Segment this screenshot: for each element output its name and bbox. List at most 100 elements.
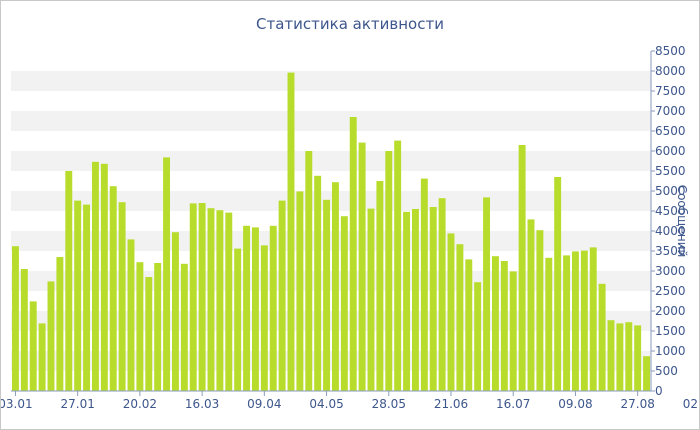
bar[interactable] [278, 200, 286, 391]
bar[interactable] [411, 209, 419, 391]
bar[interactable] [47, 281, 55, 391]
bar[interactable] [518, 145, 526, 391]
y-tick-label: 7000 [655, 104, 686, 118]
bar[interactable] [189, 203, 197, 391]
bar[interactable] [447, 233, 455, 391]
bar[interactable] [109, 186, 117, 391]
bar[interactable] [634, 325, 642, 391]
bar[interactable] [20, 269, 28, 391]
bar[interactable] [145, 277, 153, 391]
bar[interactable] [474, 282, 482, 391]
bar[interactable] [616, 323, 624, 391]
y-tick-label: 8500 [655, 44, 686, 58]
bar[interactable] [465, 259, 473, 391]
bar[interactable] [607, 320, 615, 391]
bar[interactable] [527, 219, 535, 391]
bar[interactable] [118, 202, 126, 391]
bar[interactable] [225, 212, 233, 391]
bar[interactable] [29, 301, 37, 391]
grid-band [11, 351, 651, 371]
bar[interactable] [376, 181, 384, 391]
bar[interactable] [287, 72, 295, 391]
y-tick-label: 6000 [655, 144, 686, 158]
bar[interactable] [136, 262, 144, 391]
bar[interactable] [207, 208, 215, 391]
y-tick-label: 500 [655, 364, 678, 378]
bar[interactable] [554, 177, 562, 391]
y-tick-label: 0 [655, 384, 663, 398]
bar[interactable] [500, 261, 508, 391]
x-tick-label: 09.08 [558, 397, 592, 411]
bar[interactable] [536, 230, 544, 391]
y-tick-label: 5500 [655, 164, 686, 178]
bar[interactable] [216, 210, 224, 391]
bar[interactable] [65, 171, 73, 391]
bar[interactable] [83, 204, 91, 391]
x-tick-label: 16.03 [185, 397, 219, 411]
bar[interactable] [127, 239, 135, 391]
bar[interactable] [545, 257, 553, 391]
bar[interactable] [154, 263, 162, 391]
y-tick-label: 8000 [655, 64, 686, 78]
x-tick-label: 16.07 [496, 397, 530, 411]
y-axis-label: Сообщений [675, 184, 689, 258]
bar[interactable] [563, 255, 571, 391]
grid-band [11, 191, 651, 211]
bar[interactable] [234, 248, 242, 391]
y-tick-label: 1500 [655, 324, 686, 338]
bar[interactable] [598, 283, 606, 391]
bar[interactable] [163, 157, 171, 391]
bar[interactable] [323, 199, 331, 391]
x-tick-label: 27.08 [620, 397, 654, 411]
bar[interactable] [331, 182, 339, 391]
bar[interactable] [456, 244, 464, 391]
bar[interactable] [100, 163, 108, 391]
bar[interactable] [180, 263, 188, 391]
x-tick-label: 03.01 [1, 397, 33, 411]
bar[interactable] [91, 161, 99, 391]
bar[interactable] [260, 245, 268, 391]
chart-title: Статистика активности [256, 15, 444, 33]
bar[interactable] [243, 225, 251, 391]
bar[interactable] [367, 208, 375, 391]
grid-band [11, 311, 651, 331]
bar[interactable] [429, 207, 437, 391]
bar[interactable] [625, 322, 633, 391]
bar[interactable] [403, 211, 411, 391]
bar[interactable] [358, 142, 366, 391]
bar[interactable] [198, 203, 206, 391]
bar[interactable] [509, 271, 517, 391]
bar[interactable] [589, 247, 597, 391]
bar[interactable] [56, 257, 64, 391]
bar[interactable] [38, 323, 46, 391]
y-tick-label: 6500 [655, 124, 686, 138]
y-tick-label: 3000 [655, 264, 686, 278]
bar[interactable] [394, 140, 402, 391]
bar[interactable] [251, 227, 259, 391]
bar[interactable] [74, 200, 82, 391]
x-tick-label: 28.05 [372, 397, 406, 411]
bar[interactable] [483, 197, 491, 391]
bar[interactable] [269, 225, 277, 391]
bar[interactable] [580, 250, 588, 391]
y-tick-label: 4500 [655, 204, 686, 218]
grid-band [11, 71, 651, 91]
bar[interactable] [491, 256, 499, 391]
grid-band [11, 271, 651, 291]
y-tick-label: 7500 [655, 84, 686, 98]
y-tick-label: 3500 [655, 244, 686, 258]
bar[interactable] [349, 117, 357, 391]
bar[interactable] [171, 232, 179, 391]
bar[interactable] [385, 151, 393, 391]
bar[interactable] [340, 216, 348, 391]
bar[interactable] [305, 151, 313, 391]
bar[interactable] [643, 356, 651, 391]
bar[interactable] [314, 175, 322, 391]
bar[interactable] [11, 246, 19, 391]
bar[interactable] [296, 191, 304, 391]
bar[interactable] [420, 178, 428, 391]
bar[interactable] [438, 198, 446, 391]
y-tick-label: 4000 [655, 224, 686, 238]
bar[interactable] [571, 251, 579, 391]
y-tick-label: 5000 [655, 184, 686, 198]
